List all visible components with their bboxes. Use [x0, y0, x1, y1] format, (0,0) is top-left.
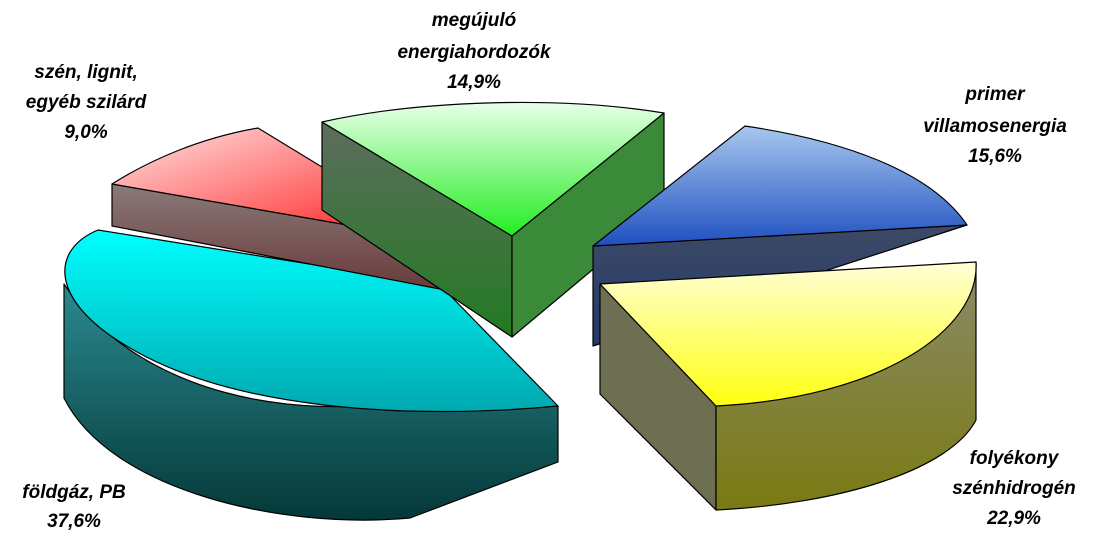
label-folyekony-line1: folyékony	[970, 448, 1060, 469]
slice-megujulo	[321, 101, 665, 338]
slice-primer-top	[592, 125, 968, 247]
label-primer: primer villamosenergia 15,6%	[923, 84, 1067, 167]
label-megujulo-line1: megújuló	[432, 10, 516, 31]
slice-folyekony-top	[599, 261, 977, 407]
label-foldgaz-value: 37,6%	[47, 511, 101, 532]
slice-foldgaz-top	[64, 229, 559, 413]
label-primer-line1: primer	[964, 84, 1026, 105]
label-szen-value: 9,0%	[64, 122, 107, 143]
slice-foldgaz	[63, 229, 559, 521]
label-szen-line1: szén, lignit,	[34, 62, 137, 83]
label-primer-line2: villamosenergia	[923, 116, 1067, 137]
label-foldgaz: földgáz, PB 37,6%	[22, 482, 126, 532]
label-megujulo: megújuló energiahordozók 14,9%	[397, 10, 552, 93]
label-megujulo-value: 14,9%	[447, 72, 501, 93]
label-szen: szén, lignit, egyéb szilárd 9,0%	[26, 62, 147, 143]
label-megujulo-line2: energiahordozók	[397, 42, 552, 63]
label-folyekony-line2: szénhidrogén	[952, 478, 1076, 499]
slice-megujulo-top	[321, 101, 665, 237]
label-primer-value: 15,6%	[968, 146, 1022, 167]
label-folyekony-value: 22,9%	[986, 508, 1041, 529]
label-foldgaz-line1: földgáz, PB	[22, 482, 126, 503]
slice-folyekony	[599, 261, 977, 511]
label-folyekony: folyékony szénhidrogén 22,9%	[952, 448, 1076, 529]
label-szen-line2: egyéb szilárd	[26, 92, 147, 113]
